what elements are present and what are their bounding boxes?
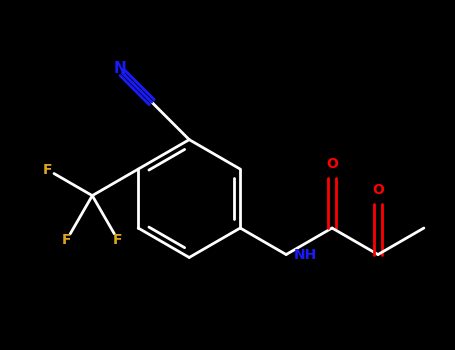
- Text: O: O: [372, 183, 384, 197]
- Text: N: N: [113, 61, 126, 76]
- Text: F: F: [62, 233, 71, 247]
- Text: NH: NH: [294, 247, 317, 261]
- Text: F: F: [113, 233, 123, 247]
- Text: O: O: [326, 157, 338, 171]
- Text: F: F: [43, 163, 53, 177]
